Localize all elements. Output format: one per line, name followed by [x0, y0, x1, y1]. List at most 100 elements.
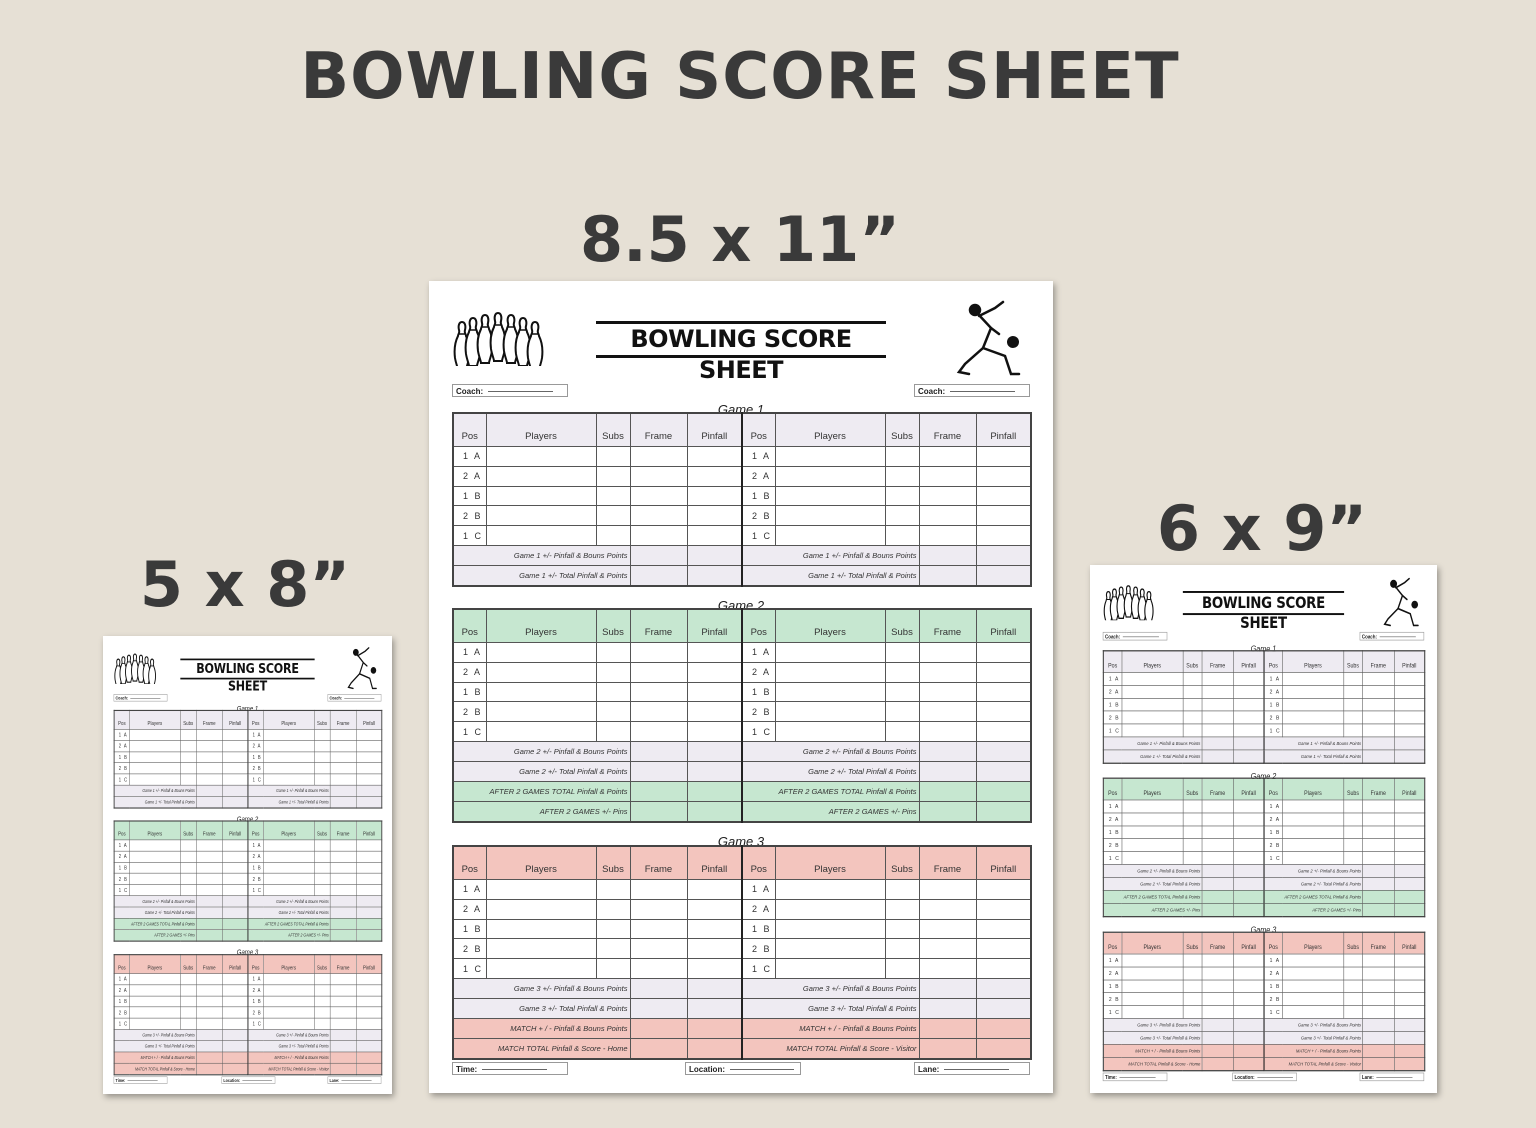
- pinfall-cell[interactable]: [1233, 966, 1265, 981]
- summary-frame-cell[interactable]: [329, 929, 357, 942]
- frame-cell[interactable]: [195, 984, 223, 997]
- players-cell[interactable]: [1121, 697, 1184, 712]
- subs-cell[interactable]: [884, 721, 920, 742]
- subs-cell[interactable]: [884, 898, 920, 920]
- subs-cell[interactable]: [180, 984, 197, 997]
- subs-cell[interactable]: [313, 1017, 331, 1030]
- players-cell[interactable]: [129, 773, 181, 786]
- summary-pinfall-cell[interactable]: [1393, 902, 1425, 917]
- players-cell[interactable]: [1282, 953, 1344, 968]
- pinfall-cell[interactable]: [1393, 953, 1425, 968]
- subs-cell[interactable]: [313, 861, 331, 874]
- summary-frame-cell[interactable]: [1362, 1044, 1395, 1058]
- pinfall-cell[interactable]: [1393, 979, 1425, 993]
- summary-pinfall-cell[interactable]: [1233, 1044, 1265, 1058]
- players-cell[interactable]: [774, 661, 886, 683]
- players-cell[interactable]: [485, 721, 597, 742]
- summary-frame-cell[interactable]: [1362, 1057, 1395, 1072]
- subs-cell[interactable]: [313, 873, 331, 885]
- summary-frame-cell[interactable]: [629, 1017, 688, 1039]
- frame-cell[interactable]: [329, 751, 357, 764]
- pinfall-cell[interactable]: [222, 973, 249, 985]
- frame-cell[interactable]: [1362, 838, 1395, 852]
- summary-frame-cell[interactable]: [195, 796, 223, 809]
- summary-pinfall-cell[interactable]: [356, 1040, 383, 1053]
- pinfall-cell[interactable]: [975, 701, 1032, 723]
- summary-pinfall-cell[interactable]: [975, 760, 1032, 782]
- players-cell[interactable]: [263, 751, 315, 764]
- frame-cell[interactable]: [1362, 966, 1395, 981]
- players-cell[interactable]: [774, 721, 886, 742]
- frame-cell[interactable]: [629, 938, 688, 960]
- players-cell[interactable]: [774, 918, 886, 940]
- location-field[interactable]: Location:: [1232, 1072, 1297, 1082]
- summary-frame-cell[interactable]: [1201, 902, 1234, 917]
- pinfall-cell[interactable]: [975, 879, 1032, 900]
- pinfall-cell[interactable]: [222, 773, 249, 786]
- pinfall-cell[interactable]: [975, 642, 1032, 663]
- pinfall-cell[interactable]: [1233, 685, 1265, 699]
- coach-field-visitor[interactable]: Coach:: [914, 384, 1030, 397]
- players-cell[interactable]: [485, 681, 597, 703]
- pinfall-cell[interactable]: [1233, 723, 1265, 738]
- players-cell[interactable]: [1121, 979, 1184, 993]
- summary-frame-cell[interactable]: [329, 1040, 357, 1053]
- summary-frame-cell[interactable]: [918, 1037, 977, 1060]
- players-cell[interactable]: [129, 873, 181, 885]
- summary-frame-cell[interactable]: [918, 780, 977, 802]
- summary-frame-cell[interactable]: [1201, 1018, 1234, 1032]
- subs-cell[interactable]: [884, 661, 920, 683]
- players-cell[interactable]: [1121, 825, 1184, 839]
- pinfall-cell[interactable]: [356, 861, 383, 874]
- frame-cell[interactable]: [918, 465, 977, 487]
- summary-frame-cell[interactable]: [918, 544, 977, 566]
- summary-pinfall-cell[interactable]: [356, 1029, 383, 1041]
- frame-cell[interactable]: [918, 721, 977, 742]
- summary-pinfall-cell[interactable]: [1233, 1057, 1265, 1072]
- coach-field-visitor[interactable]: Coach:: [1359, 631, 1425, 641]
- players-cell[interactable]: [263, 729, 315, 741]
- players-cell[interactable]: [129, 984, 181, 997]
- players-cell[interactable]: [1282, 1005, 1344, 1019]
- subs-cell[interactable]: [313, 729, 331, 741]
- summary-pinfall-cell[interactable]: [1393, 1044, 1425, 1058]
- subs-cell[interactable]: [595, 661, 631, 683]
- subs-cell[interactable]: [313, 773, 331, 786]
- subs-cell[interactable]: [1182, 979, 1203, 993]
- summary-frame-cell[interactable]: [1362, 1031, 1395, 1045]
- subs-cell[interactable]: [595, 938, 631, 960]
- summary-frame-cell[interactable]: [329, 1029, 357, 1041]
- pinfall-cell[interactable]: [356, 873, 383, 885]
- frame-cell[interactable]: [329, 861, 357, 874]
- subs-cell[interactable]: [180, 740, 197, 752]
- summary-frame-cell[interactable]: [195, 784, 223, 797]
- frame-cell[interactable]: [329, 884, 357, 896]
- pinfall-cell[interactable]: [222, 995, 249, 1008]
- frame-cell[interactable]: [329, 973, 357, 985]
- subs-cell[interactable]: [595, 958, 631, 979]
- subs-cell[interactable]: [595, 918, 631, 940]
- players-cell[interactable]: [129, 762, 181, 775]
- frame-cell[interactable]: [195, 995, 223, 1008]
- subs-cell[interactable]: [313, 995, 331, 1008]
- pinfall-cell[interactable]: [975, 446, 1032, 467]
- pinfall-cell[interactable]: [356, 884, 383, 896]
- frame-cell[interactable]: [1362, 672, 1395, 686]
- subs-cell[interactable]: [313, 740, 331, 752]
- summary-frame-cell[interactable]: [195, 1029, 223, 1041]
- players-cell[interactable]: [485, 898, 597, 920]
- summary-pinfall-cell[interactable]: [222, 796, 249, 809]
- subs-cell[interactable]: [1182, 992, 1203, 1006]
- frame-cell[interactable]: [918, 505, 977, 527]
- subs-cell[interactable]: [884, 642, 920, 663]
- summary-frame-cell[interactable]: [1201, 736, 1234, 751]
- subs-cell[interactable]: [1182, 799, 1203, 814]
- summary-pinfall-cell[interactable]: [686, 740, 743, 762]
- frame-cell[interactable]: [329, 762, 357, 775]
- pinfall-cell[interactable]: [1233, 979, 1265, 993]
- pinfall-cell[interactable]: [222, 1017, 249, 1030]
- pinfall-cell[interactable]: [686, 681, 743, 703]
- pinfall-cell[interactable]: [1233, 799, 1265, 814]
- frame-cell[interactable]: [918, 898, 977, 920]
- subs-cell[interactable]: [313, 1006, 331, 1019]
